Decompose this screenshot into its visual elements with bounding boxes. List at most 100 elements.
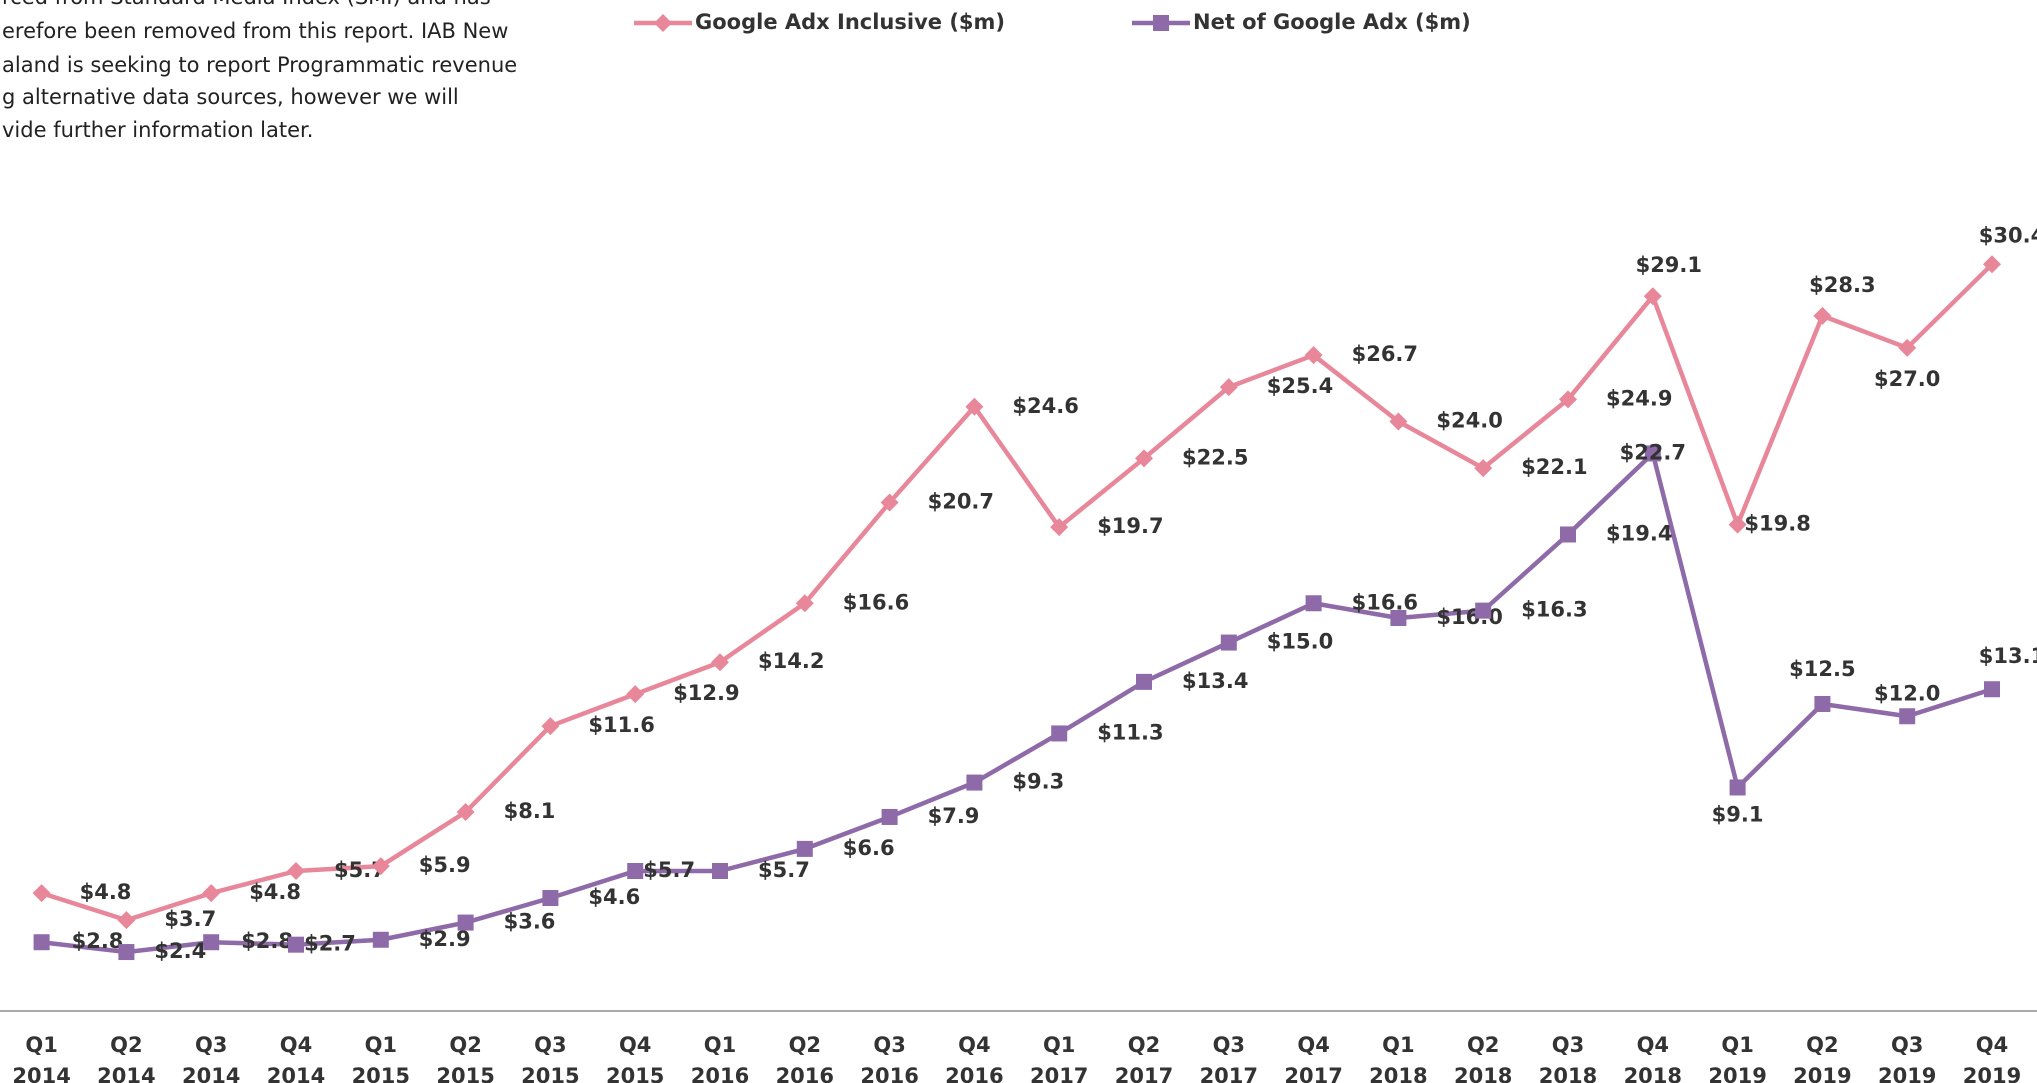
data-label: $13.4 (1182, 669, 1248, 693)
x-tick-label: Q1 2015 (352, 1033, 410, 1083)
point (1643, 287, 1662, 306)
point (1814, 695, 1831, 712)
data-label: $3.7 (164, 907, 216, 931)
point (881, 808, 898, 825)
x-tick-label: Q2 2016 (776, 1033, 834, 1083)
series-line (41, 451, 1993, 955)
data-label: $4.8 (249, 880, 301, 904)
note-line: aland is seeking to report Programmatic … (2, 53, 517, 77)
x-tick-label: Q3 2014 (182, 1033, 240, 1083)
data-label: $14.2 (758, 649, 824, 673)
point (654, 14, 672, 32)
data-label: $6.6 (843, 836, 895, 860)
data-label: $5.9 (419, 853, 471, 877)
point (1559, 390, 1577, 409)
data-label: $25.4 (1267, 374, 1333, 398)
data-label: $2.4 (154, 939, 206, 963)
data-label: $4.6 (588, 885, 640, 909)
series-line (40, 262, 1994, 923)
data-label: $4.8 (80, 880, 132, 904)
data-label: $16.6 (843, 590, 909, 614)
point (1219, 378, 1238, 397)
data-label: $2.8 (241, 929, 293, 953)
point (1728, 515, 1747, 534)
x-tick-label: Q2 2019 (1793, 1033, 1851, 1083)
x-tick-label: Q1 2016 (691, 1033, 749, 1083)
data-label: $22.7 (1620, 440, 1686, 464)
data-label: $5.7 (758, 858, 810, 882)
x-tick-label: Q2 2014 (97, 1033, 155, 1083)
note-line: erefore been removed from this report. I… (2, 19, 508, 43)
x-tick-label: Q3 2017 (1200, 1033, 1258, 1083)
note-line: rced from Standard Media Index (SMI) and… (2, 0, 491, 9)
point (33, 934, 50, 951)
data-label: $20.7 (928, 490, 994, 514)
data-label: $22.5 (1182, 445, 1248, 469)
data-label: $22.1 (1521, 455, 1587, 479)
point (541, 717, 560, 736)
point (627, 862, 644, 879)
data-label: $19.7 (1097, 514, 1163, 538)
point (371, 857, 390, 876)
x-tick-label: Q4 2014 (267, 1033, 325, 1083)
legend-label: Google Adx Inclusive ($m) (695, 10, 1005, 34)
point (966, 774, 983, 791)
point (1813, 306, 1832, 325)
point (1475, 602, 1492, 619)
data-label: $2.7 (304, 932, 356, 956)
point (287, 861, 305, 880)
point (711, 653, 729, 672)
point (1389, 412, 1408, 431)
point (1899, 708, 1916, 725)
data-label: $11.6 (588, 713, 654, 737)
point (1984, 681, 2000, 698)
x-tick-label: Q4 2018 (1624, 1033, 1682, 1083)
data-label: $27.0 (1874, 367, 1940, 391)
x-tick-label: Q3 2016 (860, 1033, 918, 1083)
point (542, 890, 559, 907)
point (626, 685, 645, 704)
data-label: $7.9 (928, 804, 980, 828)
point (1136, 673, 1152, 690)
data-label: $28.3 (1809, 273, 1875, 297)
x-tick-label: Q2 2018 (1454, 1033, 1512, 1083)
x-tick-label: Q4 2016 (945, 1033, 1003, 1083)
data-label: $15.0 (1267, 630, 1333, 654)
point (1051, 725, 1068, 742)
data-label: $12.5 (1789, 657, 1855, 681)
x-tick-label: Q1 2018 (1369, 1033, 1427, 1083)
data-label: $16.0 (1436, 605, 1502, 629)
data-label: $5.7 (643, 858, 695, 882)
point (965, 397, 984, 416)
point (1153, 15, 1169, 31)
data-label: $29.1 (1636, 253, 1702, 277)
data-label: $9.1 (1712, 802, 1764, 826)
data-label: $16.6 (1352, 590, 1418, 614)
note-line: vide further information later. (2, 118, 313, 142)
data-label: $24.6 (1012, 394, 1078, 418)
data-label: $19.8 (1744, 512, 1810, 536)
data-label: $8.1 (504, 799, 556, 823)
x-tick-label: Q4 2019 (1963, 1033, 2021, 1083)
data-label: $26.7 (1352, 342, 1418, 366)
data-label: $24.0 (1436, 409, 1502, 433)
x-tick-label: Q3 2019 (1878, 1033, 1936, 1083)
point (1644, 445, 1661, 462)
point (202, 884, 221, 903)
point (1390, 610, 1407, 626)
data-label: $9.3 (1012, 770, 1064, 794)
point (117, 911, 136, 930)
point (1474, 459, 1493, 478)
data-label: $2.9 (419, 927, 471, 951)
point (456, 803, 475, 822)
point (457, 914, 474, 931)
x-tick-label: Q2 2015 (436, 1033, 494, 1083)
point (1560, 526, 1576, 543)
point (1983, 255, 2001, 274)
point (118, 944, 135, 961)
x-tick-label: Q1 2017 (1030, 1033, 1088, 1083)
data-label: $30.4 (1979, 223, 2037, 247)
legend-label: Net of Google Adx ($m) (1193, 10, 1471, 34)
x-tick-label: Q1 2014 (12, 1033, 70, 1083)
